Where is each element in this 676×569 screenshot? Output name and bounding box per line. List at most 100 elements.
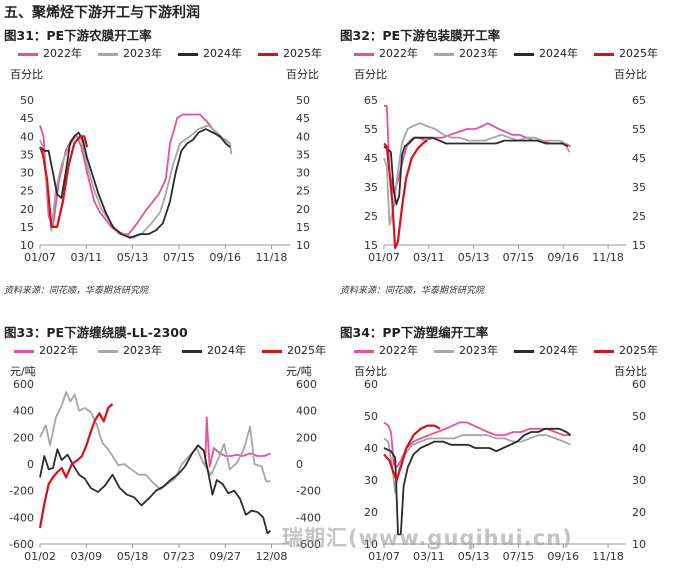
y-tick-label-right: 15 <box>296 221 310 234</box>
legend-item: 2022年 <box>14 342 78 358</box>
y-tick-label-left: 0 <box>27 458 34 471</box>
legend-item: 2023年 <box>434 342 498 358</box>
legend-label: 2024年 <box>539 47 578 60</box>
legend-swatch <box>594 349 614 353</box>
section-title: 五、聚烯烃下游开工与下游利润 <box>4 5 200 21</box>
legend-swatch <box>18 52 38 56</box>
legend-item: 2025年 <box>258 45 322 61</box>
y-tick-label-right: 60 <box>632 378 646 391</box>
y-tick-label-left: 400 <box>13 405 34 418</box>
series-line-2024 <box>383 136 569 206</box>
legend-item: 2023年 <box>98 45 162 61</box>
y-tick-label-left: 15 <box>20 221 34 234</box>
x-tick-label: 05/18 <box>117 550 149 563</box>
series-line-2024 <box>39 444 272 535</box>
legend-swatch <box>594 52 614 56</box>
legend-swatch <box>514 349 534 353</box>
x-tick-label: 07/15 <box>503 251 535 264</box>
y-tick-label-right: 50 <box>632 410 646 423</box>
legend-item: 2024年 <box>514 45 578 61</box>
legend-item: 2025年 <box>594 45 658 61</box>
series-line-2024 <box>383 427 572 536</box>
y-tick-label-left: 200 <box>13 431 34 444</box>
chart-plot: 15 15 25 25 35 35 45 45 55 55 65 65 01/07 03/11 05/13 0… <box>364 94 646 264</box>
legend-label: 2024年 <box>203 47 242 60</box>
legend-item: 2024年 <box>178 45 242 61</box>
legend-label: 2022年 <box>39 344 78 357</box>
legend-swatch <box>98 349 118 353</box>
chart-plot: 10 10 20 20 30 30 40 40 50 50 60 60 01/07 03/11 05/13 0… <box>364 378 646 563</box>
series-line-2022 <box>39 113 231 236</box>
chart-panel: 图32：PE下游包装膜开工率 2022年 2023年 2024年 2025年 百分比 … <box>340 25 676 296</box>
legend-item: 2024年 <box>514 342 578 358</box>
y-tick-label-right: 35 <box>296 148 310 161</box>
series-line-2024 <box>39 128 231 239</box>
chart-title: 图34：PP下游塑编开工率 <box>340 325 489 340</box>
legend-item: 2022年 <box>18 45 82 61</box>
x-tick-label: 01/07 <box>368 550 400 563</box>
y-tick-label-left: 20 <box>364 506 378 519</box>
legend-swatch <box>98 52 118 56</box>
y-tick-label-right: 15 <box>632 239 646 252</box>
x-tick-label: 03/11 <box>413 550 445 563</box>
legend-item: 2024年 <box>182 342 246 358</box>
y-tick-label-right: 25 <box>632 210 646 223</box>
chart-title: 图31：PE下游农膜开工率 <box>4 28 152 43</box>
chart-legend: 2022年 2023年 2024年 2025年 <box>4 45 340 61</box>
y-tick-label-right: 45 <box>632 152 646 165</box>
legend-swatch <box>182 349 202 353</box>
series-line-2025 <box>38 135 89 228</box>
x-tick-label: 09/16 <box>209 251 241 264</box>
chart-legend: 2022年 2023年 2024年 2025年 <box>340 45 676 61</box>
legend-label: 2024年 <box>207 344 246 357</box>
y-tick-label-right: 45 <box>296 112 310 125</box>
series-line-2022 <box>204 416 271 468</box>
chart-title: 图32：PE下游包装膜开工率 <box>340 28 501 43</box>
chart-legend: 2022年 2023年 2024年 2025年 <box>340 342 676 358</box>
legend-label: 2025年 <box>619 47 658 60</box>
series-line-2022 <box>383 421 571 469</box>
x-tick-label: 07/15 <box>163 251 195 264</box>
y-tick-label-left: -200 <box>9 485 34 498</box>
y-tick-label-right: -600 <box>296 538 321 551</box>
series-line-2022 <box>384 104 572 194</box>
y-tick-label-left: -600 <box>9 538 34 551</box>
y-axis-label-right: 百分比 <box>614 68 647 81</box>
x-tick-label: 07/23 <box>163 550 195 563</box>
watermark: 瑞期汇(www.guqihui.cn) <box>282 526 573 550</box>
series-line-2023 <box>383 122 571 226</box>
chart-plot: -600 -600 -400 -400 -200 -200 0 0 200 200 400 400 60… <box>9 378 321 563</box>
source-note: 资料来源：同花顺，华泰期货研究院 <box>340 286 485 296</box>
y-tick-label-right: 20 <box>632 506 646 519</box>
series-line-2023 <box>39 124 233 239</box>
chart-plot: 10 10 15 15 20 20 25 25 30 30 35 35 40 40 45 45 50 50 01/0… <box>20 94 310 264</box>
y-tick-label-left: 45 <box>364 152 378 165</box>
legend-swatch <box>178 52 198 56</box>
x-tick-label: 11/18 <box>256 251 288 264</box>
source-note: 资料来源：同花顺，华泰期货研究院 <box>4 286 149 296</box>
x-tick-label: 05/13 <box>458 251 490 264</box>
x-tick-label: 09/16 <box>547 550 579 563</box>
y-tick-label-right: 25 <box>296 185 310 198</box>
chart-legend: 2022年 2023年 2024年 2025年 <box>4 342 340 358</box>
x-tick-label: 05/13 <box>117 251 149 264</box>
y-tick-label-left: 55 <box>364 123 378 136</box>
x-tick-label: 11/18 <box>592 251 624 264</box>
legend-item: 2025年 <box>262 342 326 358</box>
y-tick-label-left: 25 <box>20 185 34 198</box>
x-tick-label: 01/07 <box>24 251 56 264</box>
x-tick-label: 11/18 <box>592 550 624 563</box>
legend-swatch <box>514 52 534 56</box>
y-tick-label-right: 30 <box>632 474 646 487</box>
y-tick-label-right: -200 <box>296 485 321 498</box>
y-tick-label-right: 35 <box>632 181 646 194</box>
y-tick-label-right: -400 <box>296 511 321 524</box>
y-tick-label-right: 40 <box>632 442 646 455</box>
series-line-2025 <box>38 403 114 529</box>
y-tick-label-right: 40 <box>296 130 310 143</box>
y-tick-label-left: 40 <box>364 442 378 455</box>
x-tick-label: 03/11 <box>413 251 445 264</box>
legend-label: 2023年 <box>123 344 162 357</box>
y-tick-label-left: -400 <box>9 511 34 524</box>
y-tick-label-left: 30 <box>20 167 34 180</box>
